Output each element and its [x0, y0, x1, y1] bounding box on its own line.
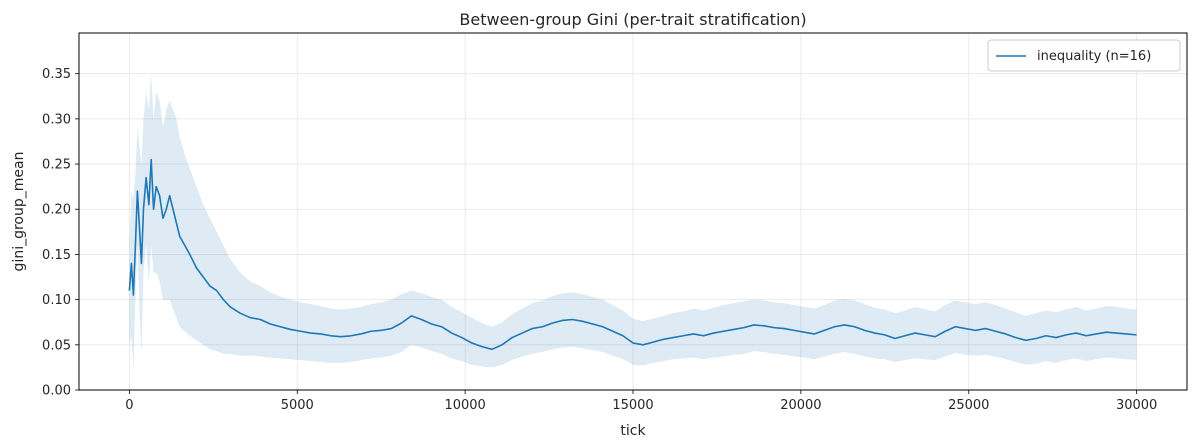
series-line-inequality [128, 158, 1137, 351]
plot-area [128, 73, 1137, 372]
y-axis: 0.00 0.05 0.10 0.15 0.20 0.25 0.30 0.35 [42, 67, 79, 399]
x-tick-label: 15000 [612, 398, 653, 413]
y-tick-label: 0.05 [42, 338, 71, 353]
legend-label: inequality (n=16) [1037, 49, 1151, 64]
y-tick-label: 0.35 [42, 67, 71, 82]
legend: inequality (n=16) [987, 39, 1181, 72]
x-tick-label: 0 [125, 398, 133, 413]
y-tick-label: 0.25 [42, 158, 71, 173]
y-tick-label: 0.10 [42, 293, 71, 308]
legend-box [987, 39, 1181, 72]
x-tick-label: 10000 [444, 398, 485, 413]
x-axis-label: tick [620, 423, 646, 439]
chart-title: Between-group Gini (per-trait stratifica… [459, 10, 806, 29]
std-band [129, 73, 1137, 372]
y-tick-label: 0.30 [42, 112, 71, 127]
x-axis: 0 5000 10000 15000 20000 25000 30000 [125, 390, 1157, 413]
y-tick-label: 0.00 [42, 384, 71, 399]
y-tick-label: 0.15 [42, 248, 71, 263]
x-tick-label: 30000 [1116, 398, 1157, 413]
x-tick-label: 5000 [281, 398, 314, 413]
x-tick-label: 20000 [780, 398, 821, 413]
x-tick-label: 25000 [948, 398, 989, 413]
y-tick-label: 0.20 [42, 203, 71, 218]
y-axis-label: gini_group_mean [11, 152, 27, 272]
